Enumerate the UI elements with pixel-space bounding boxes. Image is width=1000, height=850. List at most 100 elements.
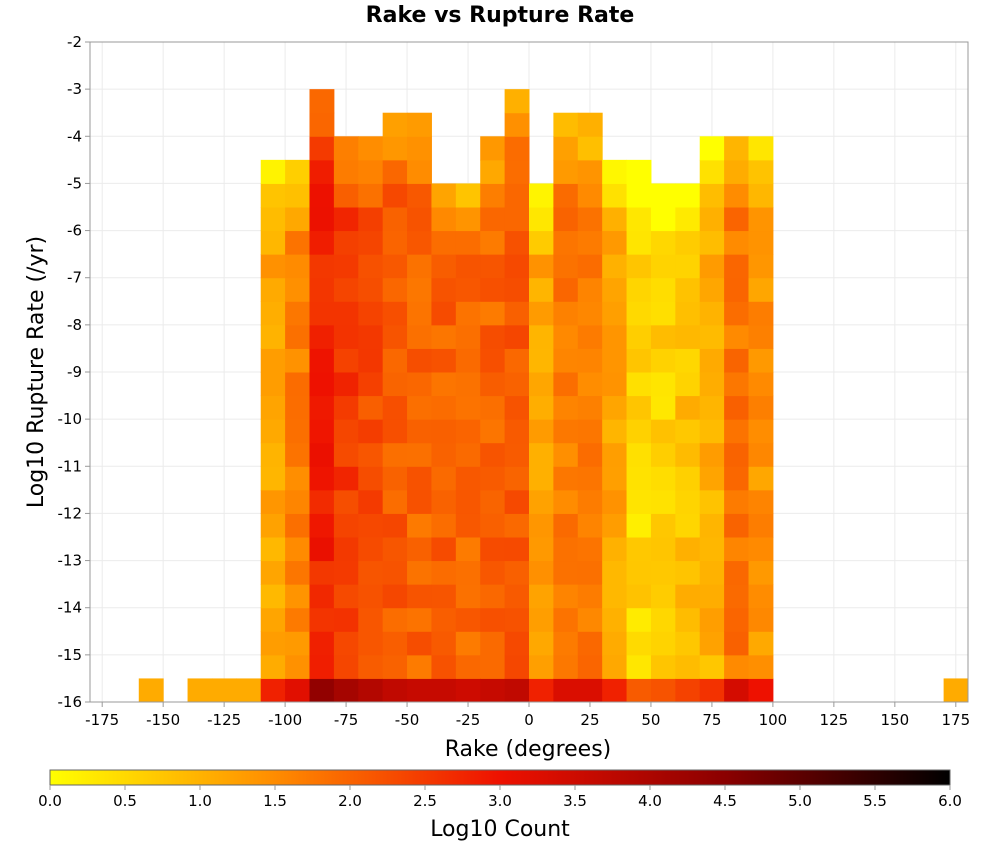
heatmap-cell bbox=[724, 442, 749, 467]
heatmap-cell bbox=[407, 513, 432, 538]
heatmap-cell bbox=[480, 489, 506, 514]
heatmap-cell bbox=[504, 654, 530, 679]
heatmap-cell bbox=[333, 348, 359, 373]
heatmap-cell bbox=[431, 324, 457, 349]
heatmap-cell bbox=[455, 230, 481, 255]
colorbar-label: Log10 Count bbox=[430, 817, 570, 842]
heatmap-cell bbox=[553, 654, 579, 679]
heatmap-cell bbox=[675, 513, 701, 538]
heatmap-cell bbox=[260, 442, 286, 467]
heatmap-cell bbox=[333, 183, 359, 208]
heatmap-cell bbox=[504, 159, 530, 184]
heatmap-cell bbox=[602, 230, 628, 255]
heatmap-cell bbox=[626, 607, 652, 632]
heatmap-cell bbox=[309, 631, 335, 656]
heatmap-cell bbox=[455, 301, 481, 326]
heatmap-cell bbox=[577, 348, 603, 373]
x-tick-label: 0 bbox=[524, 711, 534, 729]
heatmap-cell bbox=[480, 419, 506, 444]
y-tick-label: -16 bbox=[58, 693, 83, 711]
heatmap-cell bbox=[260, 183, 286, 208]
colorbar-tick-label: 2.0 bbox=[338, 792, 362, 810]
heatmap-cell bbox=[407, 230, 432, 255]
heatmap-cell bbox=[675, 395, 701, 420]
heatmap-cell bbox=[358, 277, 384, 302]
heatmap-cell bbox=[480, 537, 506, 562]
heatmap-cell bbox=[577, 395, 603, 420]
heatmap-cell bbox=[431, 678, 457, 703]
x-tick-label: -175 bbox=[85, 711, 119, 729]
heatmap-cell bbox=[748, 254, 774, 279]
heatmap-cell bbox=[577, 631, 603, 656]
heatmap-cell bbox=[724, 654, 749, 679]
heatmap-cell bbox=[431, 183, 457, 208]
heatmap-cell bbox=[553, 136, 579, 161]
heatmap-cell bbox=[260, 513, 286, 538]
heatmap-cell bbox=[699, 183, 725, 208]
heatmap-cell bbox=[724, 395, 749, 420]
heatmap-cell bbox=[748, 560, 774, 585]
heatmap-cell bbox=[553, 254, 579, 279]
heatmap-cell bbox=[724, 537, 749, 562]
heatmap-cell bbox=[724, 301, 749, 326]
heatmap-cell bbox=[504, 254, 530, 279]
heatmap-cell bbox=[333, 395, 359, 420]
heatmap-cell bbox=[455, 207, 481, 232]
heatmap-cell bbox=[455, 183, 481, 208]
heatmap-cell bbox=[333, 207, 359, 232]
heatmap-cell bbox=[382, 159, 408, 184]
heatmap-cell bbox=[529, 654, 554, 679]
heatmap-cell bbox=[358, 560, 384, 585]
heatmap-cell bbox=[504, 466, 530, 491]
heatmap-cell bbox=[748, 678, 774, 703]
heatmap-cell bbox=[675, 230, 701, 255]
y-tick-label: -9 bbox=[67, 363, 82, 381]
heatmap-cell bbox=[358, 607, 384, 632]
heatmap-cell bbox=[529, 207, 554, 232]
heatmap-cell bbox=[260, 466, 286, 491]
heatmap-cell bbox=[553, 277, 579, 302]
heatmap-cell bbox=[748, 607, 774, 632]
heatmap-cell bbox=[309, 489, 335, 514]
heatmap-cell bbox=[650, 631, 676, 656]
heatmap-cell bbox=[407, 348, 432, 373]
heatmap-cell bbox=[407, 607, 432, 632]
heatmap-cell bbox=[431, 395, 457, 420]
heatmap-cell bbox=[748, 372, 774, 397]
heatmap-cell bbox=[504, 537, 530, 562]
heatmap-cell bbox=[699, 277, 725, 302]
heatmap-cell bbox=[650, 654, 676, 679]
heatmap-cell bbox=[724, 348, 749, 373]
heatmap-cell bbox=[358, 678, 384, 703]
heatmap-cell bbox=[260, 324, 286, 349]
chart-title: Rake vs Rupture Rate bbox=[366, 3, 635, 28]
heatmap-cell bbox=[626, 301, 652, 326]
heatmap-cell bbox=[577, 183, 603, 208]
heatmap-cell bbox=[309, 395, 335, 420]
heatmap-cell bbox=[577, 230, 603, 255]
heatmap-cell bbox=[748, 159, 774, 184]
heatmap-cell bbox=[529, 183, 554, 208]
heatmap-cell bbox=[309, 442, 335, 467]
heatmap-cell bbox=[504, 560, 530, 585]
heatmap-cell bbox=[602, 631, 628, 656]
heatmap-cell bbox=[650, 183, 676, 208]
heatmap-cell bbox=[699, 136, 725, 161]
heatmap-cell bbox=[529, 301, 554, 326]
heatmap-cell bbox=[333, 584, 359, 609]
heatmap-cells bbox=[138, 89, 969, 703]
heatmap-cell bbox=[650, 419, 676, 444]
heatmap-cell bbox=[382, 419, 408, 444]
heatmap-cell bbox=[724, 678, 749, 703]
heatmap-cell bbox=[382, 207, 408, 232]
heatmap-cell bbox=[480, 560, 506, 585]
heatmap-cell bbox=[455, 419, 481, 444]
heatmap-cell bbox=[480, 372, 506, 397]
heatmap-cell bbox=[504, 183, 530, 208]
heatmap-cell bbox=[724, 560, 749, 585]
heatmap-cell bbox=[480, 230, 506, 255]
heatmap-cell bbox=[382, 513, 408, 538]
heatmap-cell bbox=[455, 489, 481, 514]
heatmap-cell bbox=[504, 584, 530, 609]
heatmap-cell bbox=[309, 419, 335, 444]
